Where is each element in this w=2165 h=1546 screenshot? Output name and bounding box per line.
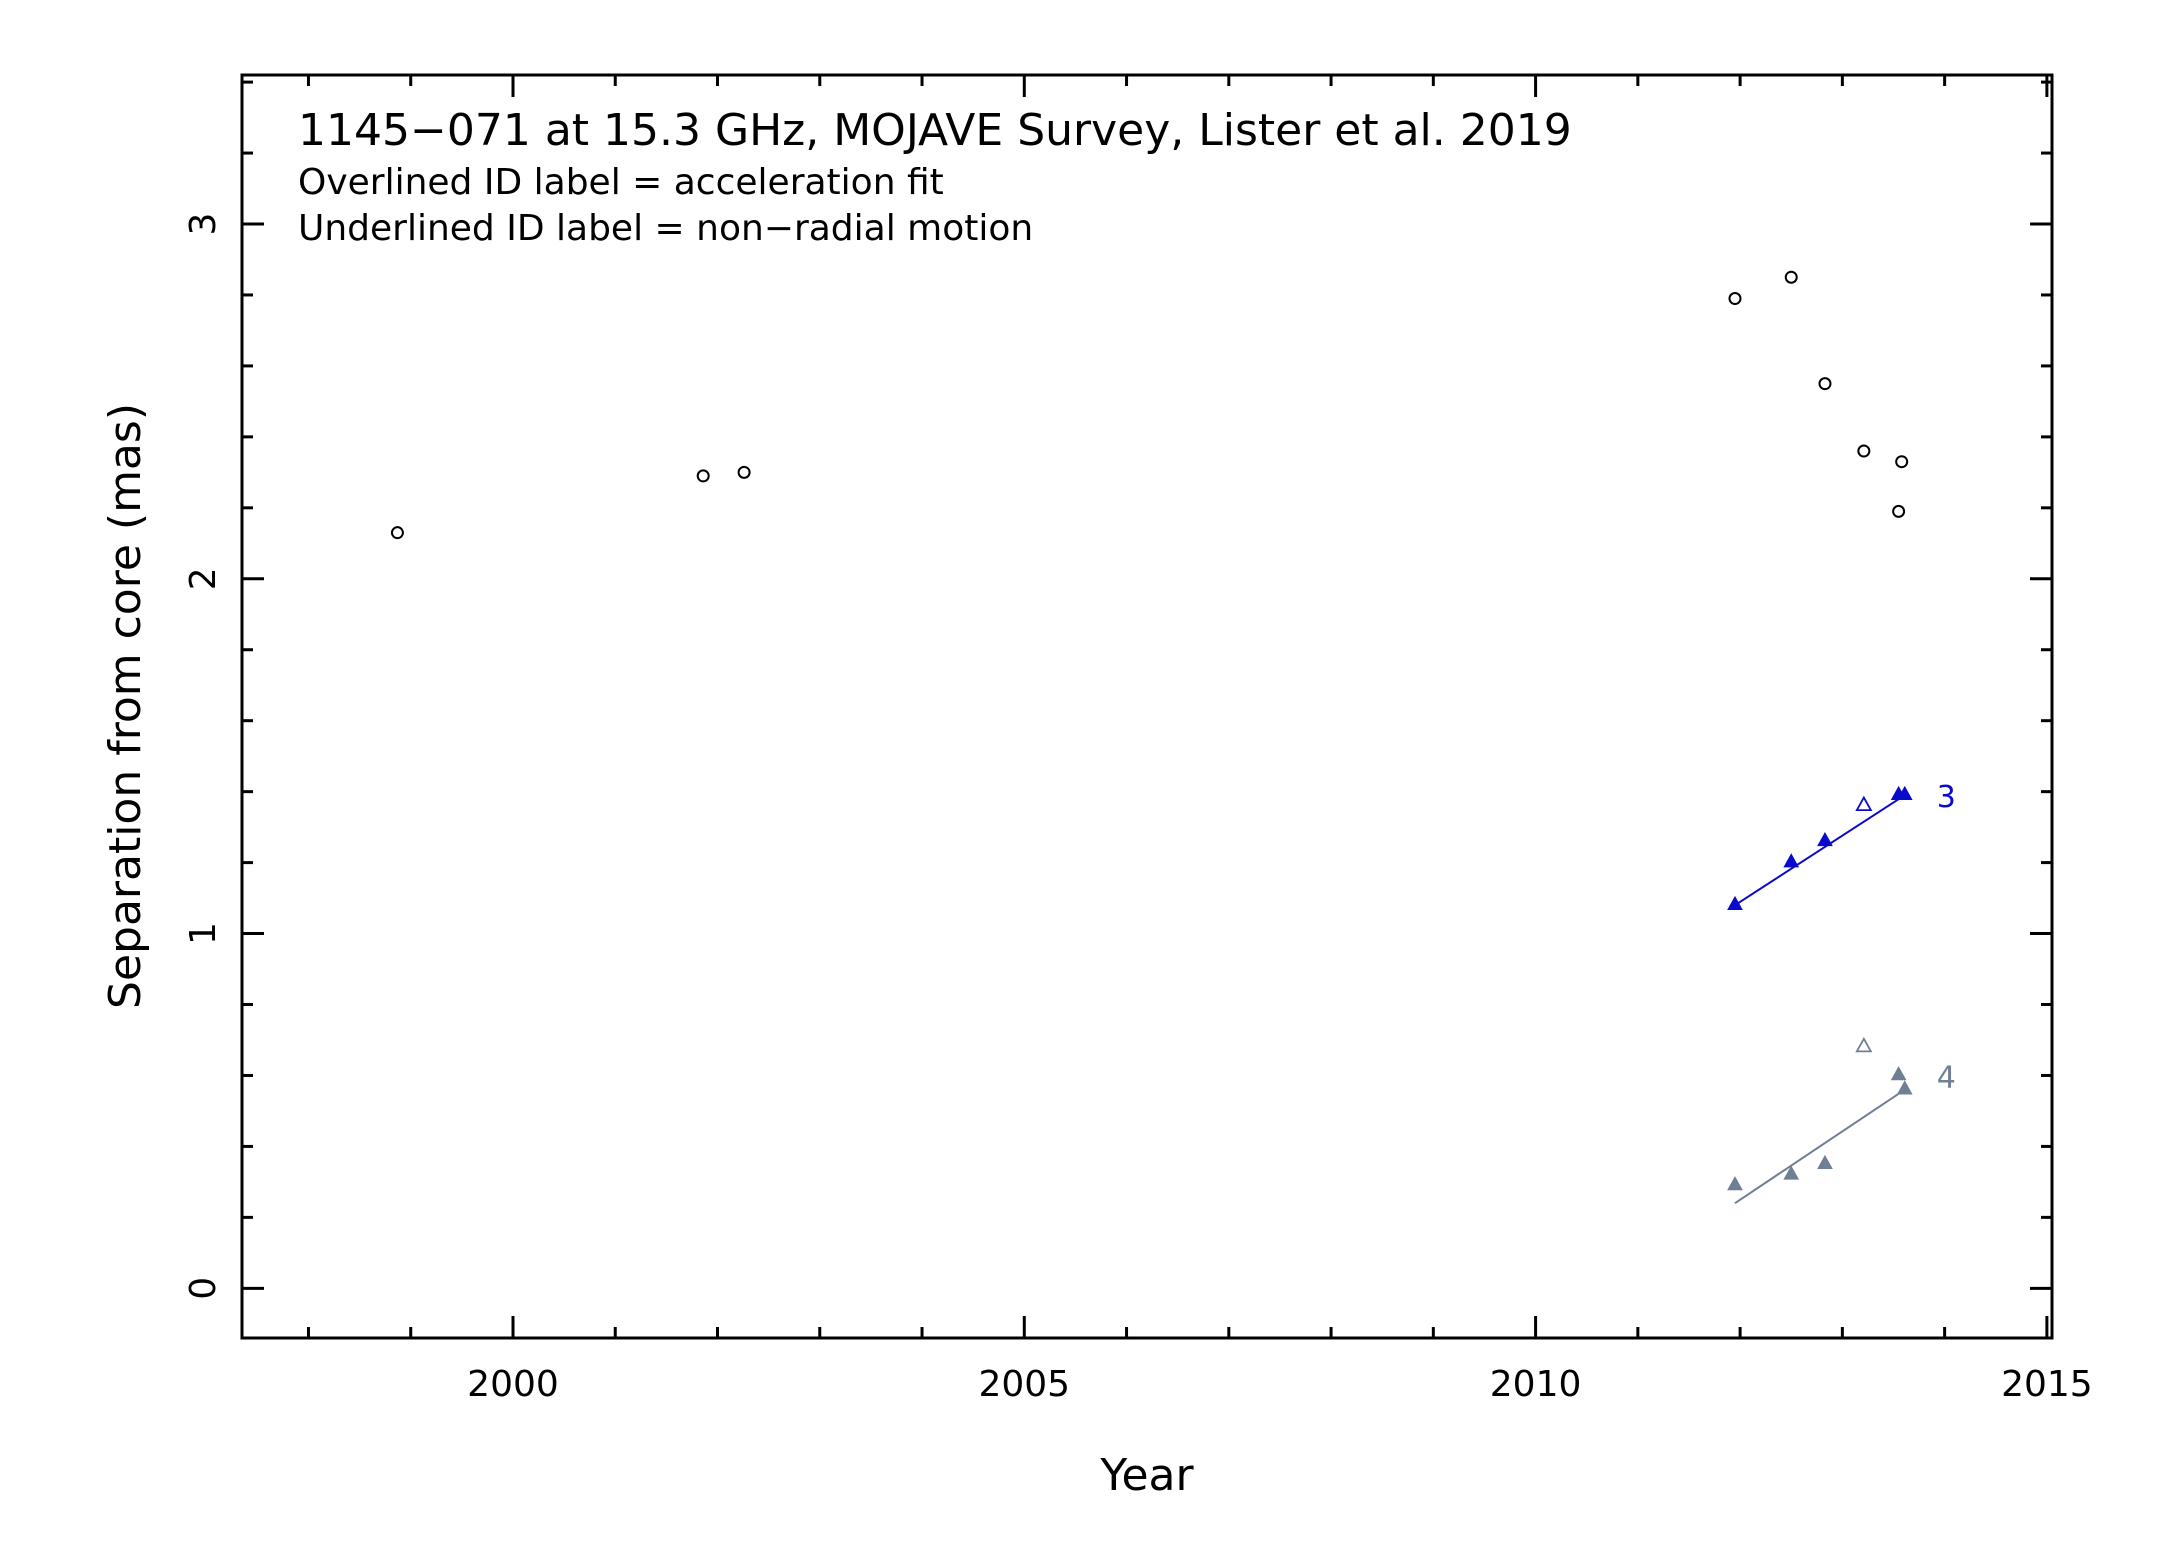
y-tick-label: 1 xyxy=(183,922,224,945)
data-point-3 xyxy=(1896,785,1913,800)
data-point-3 xyxy=(1817,831,1833,847)
data-point xyxy=(390,526,404,540)
data-point xyxy=(1895,455,1909,469)
x-axis-label: Year xyxy=(1099,1450,1194,1501)
excluded-point-3 xyxy=(1855,795,1873,812)
data-point-4 xyxy=(1896,1080,1913,1095)
data-point xyxy=(1728,292,1742,306)
chart-title: 1145−071 at 15.3 GHz, MOJAVE Survey, Lis… xyxy=(298,105,1572,156)
fit-line-4 xyxy=(1734,1088,1906,1205)
x-tick-label: 2005 xyxy=(978,1364,1070,1405)
data-point xyxy=(1857,444,1871,458)
data-point xyxy=(1892,504,1906,518)
series-label-3: 3 xyxy=(1937,780,1956,815)
data-point-4 xyxy=(1727,1176,1743,1191)
series-label-4: 4 xyxy=(1937,1060,1956,1095)
data-point-4 xyxy=(1817,1154,1833,1169)
data-marks xyxy=(390,270,1913,1191)
data-point-4 xyxy=(1890,1066,1907,1081)
axis-ticks xyxy=(242,75,2052,1338)
chart-subtitle-line-2: Underlined ID label = non−radial motion xyxy=(298,208,1033,249)
chart-subtitle-line-1: Overlined ID label = acceleration fit xyxy=(298,162,944,203)
tick-labels: 2000 2005 2010 2015 0 1 2 3 xyxy=(183,213,2093,1405)
data-point xyxy=(1784,270,1798,284)
plot-frame xyxy=(240,73,2054,1340)
excluded-point-4 xyxy=(1855,1036,1873,1053)
data-point-4 xyxy=(1783,1165,1800,1180)
data-point xyxy=(737,465,751,479)
y-tick-label: 3 xyxy=(183,213,224,236)
x-tick-label: 2010 xyxy=(1490,1364,1582,1405)
data-point xyxy=(1818,377,1832,391)
fit-lines xyxy=(1734,794,1906,1205)
y-tick-label: 0 xyxy=(183,1277,224,1300)
y-axis-label: Separation from core (mas) xyxy=(100,403,151,1009)
fit-line-3 xyxy=(1734,794,1906,907)
x-tick-label: 2000 xyxy=(467,1364,559,1405)
x-tick-label: 2015 xyxy=(2001,1364,2093,1405)
data-point xyxy=(696,469,710,483)
series-labels: 34 xyxy=(1937,780,1956,1095)
data-point-3 xyxy=(1783,853,1800,868)
data-point-3 xyxy=(1727,895,1743,910)
y-tick-label: 2 xyxy=(183,567,224,590)
